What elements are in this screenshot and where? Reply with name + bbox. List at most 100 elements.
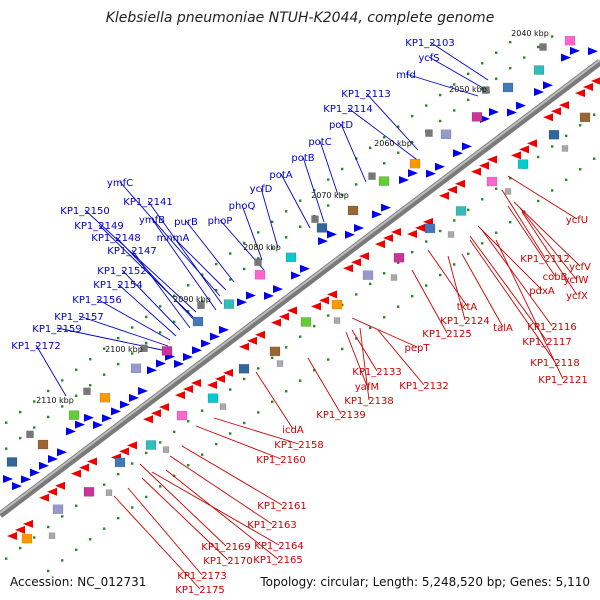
minus-strand-gene: [271, 318, 281, 327]
gene-box: [561, 145, 569, 152]
label-leader-line: [411, 269, 448, 334]
genome-backbone: [0, 59, 600, 518]
label-leader-line: [241, 204, 263, 261]
gene-label[interactable]: pepT: [405, 343, 431, 354]
gene-label[interactable]: KP1_2147: [107, 246, 156, 257]
gene-box: [390, 274, 398, 281]
gene-label[interactable]: KP1_2165: [253, 555, 302, 566]
gene-label[interactable]: KP1_2164: [254, 541, 303, 552]
gene-label[interactable]: purB: [174, 217, 198, 228]
gene-label[interactable]: KP1_2117: [522, 337, 571, 348]
gene-label[interactable]: ycfV: [569, 262, 591, 273]
tick-dot: [495, 231, 498, 234]
minus-strand-gene: [375, 240, 385, 249]
gene-box: [21, 533, 33, 544]
gene-label[interactable]: ycfU: [566, 215, 588, 226]
plus-strand-gene: [381, 203, 391, 212]
gene-label[interactable]: KP1_2114: [323, 104, 372, 115]
tick-dot: [47, 525, 50, 529]
gene-label[interactable]: KP1_2152: [97, 266, 146, 277]
plus-strand-gene: [570, 46, 580, 55]
gene-box: [539, 43, 547, 51]
gene-label[interactable]: KP1_2141: [123, 197, 172, 208]
gene-label[interactable]: pdxA: [529, 286, 555, 297]
gene-label[interactable]: KP1_2156: [72, 295, 121, 306]
gene-label[interactable]: KP1_2173: [177, 571, 226, 582]
gene-label[interactable]: ycfD: [250, 184, 273, 195]
gene-label[interactable]: potA: [269, 170, 292, 181]
label-leader-line: [351, 329, 378, 372]
gene-label[interactable]: KP1_2172: [11, 341, 60, 352]
gene-label[interactable]: KP1_2118: [530, 358, 579, 369]
gene-label[interactable]: KP1_2157: [54, 312, 103, 323]
label-leader-line: [169, 455, 273, 525]
gene-label[interactable]: KP1_2175: [175, 585, 224, 596]
gene-label[interactable]: ymfC: [107, 178, 133, 189]
gene-label[interactable]: KP1_2170: [203, 556, 252, 567]
gene-label[interactable]: KP1_2103: [405, 38, 454, 49]
gene-label[interactable]: KP1_2125: [422, 329, 471, 340]
plus-strand-gene: [408, 169, 418, 178]
gene-label[interactable]: potB: [291, 153, 314, 164]
plus-strand-gene: [84, 413, 94, 422]
gene-label[interactable]: KP1_2150: [60, 206, 109, 217]
tick-dot: [61, 379, 64, 382]
tick-dot: [313, 368, 316, 372]
gene-label[interactable]: KP1_2159: [32, 324, 81, 335]
gene-box: [162, 446, 170, 453]
gene-label[interactable]: KP1_2169: [201, 542, 250, 553]
gene-label[interactable]: mnmA: [157, 233, 190, 244]
label-leader-line: [507, 205, 556, 277]
minus-strand-gene: [151, 409, 161, 418]
gene-box: [409, 158, 421, 169]
tick-dot: [495, 51, 498, 54]
gene-label[interactable]: KP1_2148: [91, 233, 140, 244]
gene-label[interactable]: yafM: [355, 382, 379, 393]
gene-box: [37, 439, 49, 450]
label-leader-line: [405, 73, 479, 97]
plus-strand-gene: [3, 474, 13, 483]
gene-label[interactable]: KP1_2139: [316, 410, 365, 421]
gene-label[interactable]: cobB: [543, 272, 568, 283]
gene-label[interactable]: ycfS: [418, 53, 439, 64]
gene-label[interactable]: phoP: [208, 216, 233, 227]
gene-label[interactable]: KP1_2154: [93, 280, 142, 291]
gene-label[interactable]: potC: [308, 137, 331, 148]
gene-label[interactable]: KP1_2158: [274, 440, 323, 451]
gene-label[interactable]: phoQ: [229, 201, 256, 212]
gene-label[interactable]: ymfB: [139, 215, 165, 226]
gene-box: [502, 82, 514, 93]
gene-label[interactable]: KP1_2160: [256, 455, 305, 466]
label-leader-line: [115, 236, 197, 323]
gene-box: [130, 363, 142, 374]
gene-label[interactable]: KP1_2133: [352, 367, 401, 378]
plus-strand-gene: [462, 142, 472, 151]
gene-label[interactable]: KP1_2161: [257, 501, 306, 512]
gene-label[interactable]: KP1_2124: [440, 316, 489, 327]
gene-label[interactable]: tktA: [457, 302, 478, 313]
gene-label[interactable]: KP1_2116: [527, 322, 576, 333]
gene-label[interactable]: KP1_2132: [399, 381, 448, 392]
gene-label[interactable]: KP1_2112: [520, 254, 569, 265]
gene-label[interactable]: KP1_2149: [74, 221, 123, 232]
gene-label[interactable]: ycfX: [566, 291, 588, 302]
gene-label[interactable]: KP1_2163: [247, 520, 296, 531]
gene-label[interactable]: KP1_2113: [341, 89, 390, 100]
gene-label[interactable]: talA: [493, 323, 513, 334]
tick-dot: [299, 379, 302, 382]
tick-dot: [481, 62, 484, 65]
tick-dot: [103, 483, 106, 486]
label-leader-line: [185, 220, 235, 283]
gene-label[interactable]: ycfW: [564, 275, 589, 286]
tick-dot: [467, 72, 470, 76]
gene-label[interactable]: icdA: [282, 425, 304, 436]
kbp-label: 2060 kbp: [374, 139, 412, 148]
label-leader-line: [302, 156, 325, 223]
tick-dot: [369, 282, 372, 286]
gene-label[interactable]: KP1_2121: [538, 375, 587, 386]
gene-label[interactable]: mfd: [396, 70, 416, 81]
minus-strand-gene: [15, 525, 25, 534]
gene-label[interactable]: KP1_2138: [344, 396, 393, 407]
gene-label[interactable]: potD: [329, 120, 353, 131]
tick-dot: [33, 536, 36, 539]
